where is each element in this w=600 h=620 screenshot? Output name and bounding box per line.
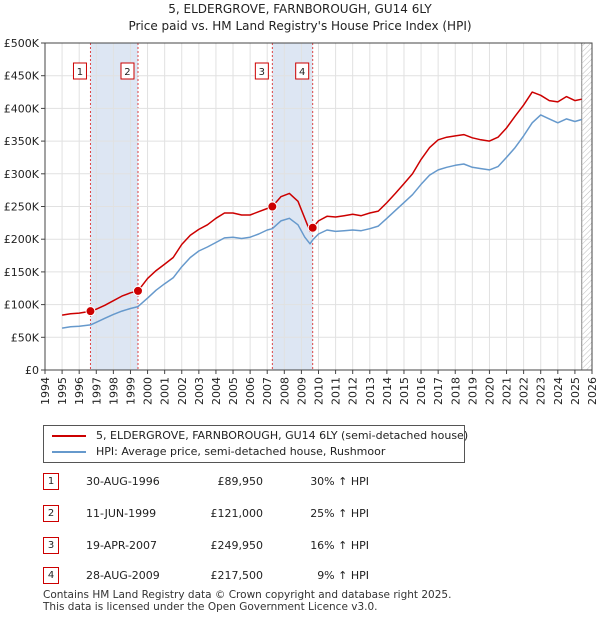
y-tick-label: £50K	[11, 331, 40, 344]
x-tick-label: 2018	[449, 377, 462, 405]
chart-subtitle: Price paid vs. HM Land Registry's House …	[128, 19, 471, 33]
sale-point	[132, 285, 143, 296]
x-tick-label: 2021	[501, 377, 514, 405]
sale-row: 2 11-JUN-1999 £121,000 25% ↑ HPI	[43, 505, 443, 525]
hpi-line	[61, 114, 582, 329]
sale-price: £249,950	[210, 539, 264, 552]
sale-price: £89,950	[217, 475, 264, 488]
x-tick-label: 2000	[142, 377, 155, 405]
x-tick-label: 1999	[124, 377, 137, 405]
y-tick-label: £250K	[4, 201, 40, 214]
legend-swatch-property	[52, 435, 86, 437]
x-tick-label: 2008	[278, 377, 291, 405]
footer-copyright: Contains HM Land Registry data © Crown c…	[43, 589, 452, 601]
legend-swatch-hpi	[52, 451, 86, 453]
footer: Contains HM Land Registry data © Crown c…	[43, 589, 451, 613]
sale-hpi-change: 30% ↑ HPI	[310, 475, 369, 488]
legend-item-hpi: HPI: Average price, semi-detached house,…	[52, 444, 385, 460]
sale-number-label: 2	[124, 67, 130, 78]
sale-point	[307, 222, 318, 233]
sale-hpi-change: 16% ↑ HPI	[310, 539, 369, 552]
sale-date: 30-AUG-1996	[86, 475, 160, 488]
chart-title: 5, ELDERGROVE, FARNBOROUGH, GU14 6LY	[168, 2, 432, 16]
footer-licence: This data is licensed under the Open Gov…	[43, 601, 378, 613]
y-tick-label: £450K	[4, 70, 40, 83]
x-tick-label: 1997	[90, 377, 103, 405]
x-tick-label: 1998	[107, 377, 120, 405]
sale-number-box	[295, 62, 310, 80]
sale-hpi-change: 25% ↑ HPI	[310, 507, 369, 520]
x-tick-label: 2007	[261, 377, 274, 405]
price-chart: 5, ELDERGROVE, FARNBOROUGH, GU14 6LY Pri…	[4, 2, 599, 405]
sale-hpi-change: 9% ↑ HPI	[317, 569, 369, 582]
legend-label-hpi: HPI: Average price, semi-detached house,…	[96, 445, 386, 458]
x-tick-label: 1995	[56, 377, 69, 405]
x-tick-label: 2016	[415, 377, 428, 405]
sale-number-badge: 1	[43, 473, 59, 490]
x-tick-label: 2009	[295, 377, 308, 405]
plot-frame	[44, 42, 593, 371]
sale-date: 28-AUG-2009	[86, 569, 160, 582]
property-price-line	[61, 91, 582, 316]
legend: 5, ELDERGROVE, FARNBOROUGH, GU14 6LY (se…	[43, 425, 468, 463]
sale-row: 4 28-AUG-2009 £217,500 9% ↑ HPI	[43, 567, 443, 587]
x-tick-label: 2026	[586, 377, 599, 405]
x-tick-label: 2001	[159, 377, 172, 405]
sale-date: 19-APR-2007	[86, 539, 158, 552]
x-tick-label: 2023	[535, 377, 548, 405]
x-tick-label: 2006	[244, 377, 257, 405]
sale-number-box	[254, 62, 269, 80]
sale-price: £217,500	[210, 569, 264, 582]
x-tick-label: 2003	[193, 377, 206, 405]
legend-label-property: 5, ELDERGROVE, FARNBOROUGH, GU14 6LY (se…	[96, 429, 469, 442]
x-tick-label: 2013	[364, 377, 377, 405]
x-tick-label: 2017	[432, 377, 445, 405]
legend-item-property: 5, ELDERGROVE, FARNBOROUGH, GU14 6LY (se…	[52, 428, 468, 444]
x-tick-label: 2004	[210, 377, 223, 405]
sale-number-badge: 2	[43, 505, 59, 522]
x-tick-label: 2022	[518, 377, 531, 405]
sale-point	[85, 306, 96, 317]
sale-number-badge: 3	[43, 537, 59, 554]
y-tick-label: £300K	[4, 168, 40, 181]
sale-point	[267, 201, 278, 212]
x-tick-label: 1996	[73, 377, 86, 405]
forecast-hatch	[581, 43, 592, 370]
sale-row: 1 30-AUG-1996 £89,950 30% ↑ HPI	[43, 473, 443, 493]
x-tick-label: 2015	[398, 377, 411, 405]
x-tick-label: 2024	[552, 377, 565, 405]
x-tick-label: 2020	[483, 377, 496, 405]
sale-number-label: 1	[77, 67, 83, 78]
sale-number-label: 4	[299, 67, 305, 78]
sale-number-badge: 4	[43, 567, 59, 584]
sale-price: £121,000	[210, 507, 264, 520]
x-tick-label: 2005	[227, 377, 240, 405]
sale-number-label: 3	[259, 67, 265, 78]
x-tick-label: 2025	[569, 377, 582, 405]
x-tick-label: 2014	[381, 377, 394, 405]
sale-number-box	[72, 62, 87, 80]
y-tick-label: £150K	[4, 266, 40, 279]
y-tick-label: £400K	[4, 102, 40, 115]
y-tick-label: £100K	[4, 299, 40, 312]
x-tick-label: 2002	[176, 377, 189, 405]
x-tick-label: 2011	[330, 377, 343, 405]
sale-row: 3 19-APR-2007 £249,950 16% ↑ HPI	[43, 537, 443, 557]
y-tick-label: £350K	[4, 135, 40, 148]
x-tick-label: 2012	[347, 377, 360, 405]
x-tick-label: 2010	[313, 377, 326, 405]
y-tick-label: £0	[25, 364, 39, 377]
sale-date: 11-JUN-1999	[86, 507, 157, 520]
x-tick-label: 1994	[39, 377, 52, 405]
sale-number-box	[120, 62, 135, 80]
y-tick-label: £200K	[4, 233, 40, 246]
y-tick-label: £500K	[4, 37, 40, 50]
x-tick-label: 2019	[466, 377, 479, 405]
